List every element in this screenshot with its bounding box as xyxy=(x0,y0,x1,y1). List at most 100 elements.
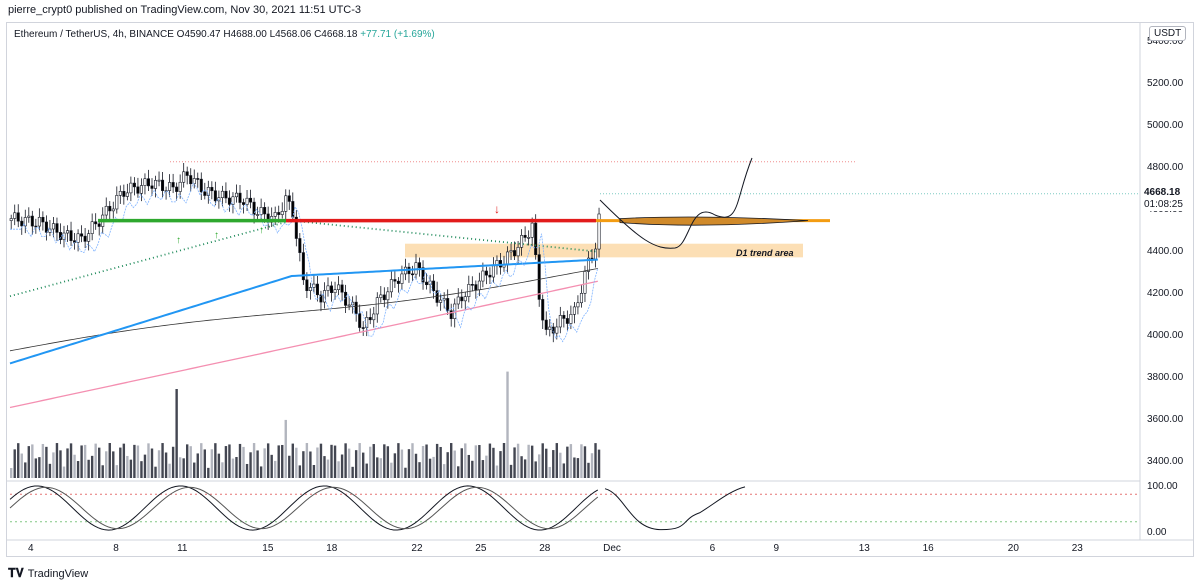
candle-up xyxy=(168,182,172,191)
volume-bar xyxy=(284,419,287,478)
candle-up xyxy=(157,179,161,182)
y-tick-label: 4200.00 xyxy=(1147,288,1184,299)
volume-bar xyxy=(379,458,382,478)
y-tick-label: 5200.00 xyxy=(1147,78,1184,89)
candle-down xyxy=(551,326,555,334)
volume-bar xyxy=(210,449,214,478)
volume-bar xyxy=(238,443,242,478)
volume-bar xyxy=(411,443,414,478)
chart-frame[interactable] xyxy=(6,22,1194,557)
volume-bar xyxy=(358,443,361,478)
tradingview-logo[interactable]: 𝐓𝐕 TradingView xyxy=(8,566,88,581)
candle-up xyxy=(558,315,562,328)
x-tick-label: 11 xyxy=(177,543,188,554)
y-tick-label: 3600.00 xyxy=(1147,414,1184,425)
candle-down xyxy=(513,250,517,257)
candle-down xyxy=(470,284,474,286)
volume-bar xyxy=(316,447,319,478)
volume-bar xyxy=(55,443,59,478)
x-tick-label: 8 xyxy=(113,543,119,554)
candle-down xyxy=(562,315,566,319)
volume-bar xyxy=(119,447,122,478)
volume-bar xyxy=(453,450,456,478)
volume-bar xyxy=(566,446,569,478)
candle-up xyxy=(256,214,260,216)
candle-down xyxy=(565,318,569,324)
ma-blue-line xyxy=(9,258,598,365)
volume-bar xyxy=(344,443,347,478)
volume-bar xyxy=(178,457,182,478)
volume-bar xyxy=(376,457,379,478)
candle-down xyxy=(287,195,291,202)
volume-bar xyxy=(555,443,558,478)
candle-down xyxy=(382,294,386,301)
candle-up xyxy=(400,273,404,284)
candle-up xyxy=(66,230,70,234)
candle-down xyxy=(69,230,73,241)
volume-bar xyxy=(488,443,492,478)
candle-down xyxy=(16,212,20,222)
volume-bar xyxy=(217,453,221,478)
volume-bar xyxy=(41,443,45,478)
volume-bar xyxy=(13,449,16,478)
x-tick-label: 4 xyxy=(28,543,34,554)
candle-up xyxy=(192,178,196,185)
volume-bar xyxy=(17,443,20,478)
low-label: L xyxy=(269,29,276,40)
volume-bar xyxy=(506,371,509,478)
candle-down xyxy=(474,284,478,291)
volume-bar xyxy=(404,467,407,478)
candle-up xyxy=(333,289,337,293)
x-tick-label: 25 xyxy=(475,543,487,554)
candle-down xyxy=(418,262,422,268)
candle-down xyxy=(249,197,253,203)
volume-bar xyxy=(516,443,520,478)
candle-down xyxy=(213,190,217,202)
volume-bar xyxy=(62,466,66,478)
volume-bar xyxy=(76,461,80,478)
candle-up xyxy=(111,208,115,212)
y-tick-label: 4000.00 xyxy=(1147,330,1184,341)
candle-up xyxy=(322,290,326,303)
candle-down xyxy=(498,260,502,268)
candle-down xyxy=(315,283,319,296)
candle-up xyxy=(477,280,481,291)
candle-down xyxy=(263,207,267,215)
candle-down xyxy=(340,284,344,293)
volume-bar xyxy=(157,450,161,478)
volume-bar xyxy=(196,453,199,478)
candle-down xyxy=(80,233,84,237)
volume-bar xyxy=(323,456,326,478)
candle-up xyxy=(389,279,393,293)
candle-up xyxy=(597,213,601,250)
volume-bar xyxy=(108,443,111,478)
up-arrow-icon: ↑ xyxy=(214,230,219,241)
candle-up xyxy=(456,296,460,305)
volume-bar xyxy=(372,444,375,478)
volume-bar xyxy=(291,443,294,478)
volume-bar xyxy=(263,448,266,478)
volume-bar xyxy=(143,454,147,478)
volume-bar xyxy=(562,463,566,478)
x-tick-label: 22 xyxy=(411,543,423,554)
symbol-legend: Ethereum / TetherUS, 4h, BINANCE O4590.4… xyxy=(14,29,435,40)
candle-up xyxy=(572,306,576,315)
candle-up xyxy=(90,221,94,234)
d1-trend-zone xyxy=(405,243,803,258)
volume-bar xyxy=(34,458,38,478)
volume-bar xyxy=(168,463,171,478)
volume-bar xyxy=(203,449,206,478)
currency-unit-button[interactable]: USDT xyxy=(1149,26,1187,41)
candle-up xyxy=(506,251,510,266)
candle-down xyxy=(361,327,365,329)
x-tick-label: 20 xyxy=(1008,543,1020,554)
volume-bar xyxy=(590,453,594,478)
volume-bar xyxy=(499,451,502,478)
volume-bar xyxy=(150,448,154,478)
volume-bar xyxy=(309,451,312,478)
candle-down xyxy=(44,221,48,233)
candle-up xyxy=(379,294,383,298)
volume-bar xyxy=(386,446,390,478)
volume-bar xyxy=(446,452,449,478)
